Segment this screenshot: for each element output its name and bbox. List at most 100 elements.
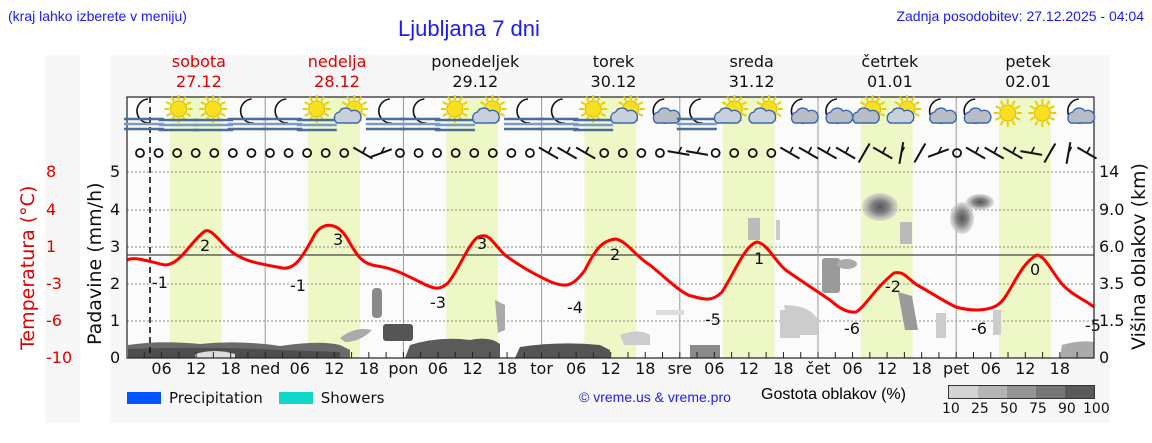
cloud-density-tick: 25 [971,401,989,417]
cloud-height-tick: 1.5 [1099,311,1125,330]
x-tick-label: pet [943,359,970,378]
x-tick-label: 18 [1049,359,1071,378]
x-axis-ticks [143,352,1078,358]
x-tick-label: 06 [427,359,449,378]
cloud-height-tick: 14 [1099,162,1120,181]
precipitation-tick: 3 [110,237,121,256]
day-date: 01.01 [866,72,913,91]
svg-text:2: 2 [610,245,620,264]
weather-icons-row [124,95,1096,132]
svg-text:-2: -2 [885,277,901,296]
moon-cloud-icon [928,98,957,124]
day-header: torek 30.12 [553,52,673,92]
day-header: ponedeljek 29.12 [415,52,535,92]
moon-fog-icon [504,98,545,131]
sun-cloud-icon [610,95,645,124]
temperature-line [126,223,1095,314]
day-date: 29.12 [452,72,499,91]
x-tick-label: 18 [773,359,794,378]
cloud-height-tick: 9.0 [1099,200,1125,219]
x-tick-label: 06 [151,359,172,378]
day-date: 30.12 [590,72,637,91]
wind-barb-icon [817,146,838,160]
calm-wind-icon [246,148,257,158]
wind-barb-icon [1065,141,1073,165]
day-name: petek [1005,52,1051,71]
day-name: sreda [729,52,774,71]
x-tick-label: 06 [565,359,587,378]
calm-wind-icon [209,148,220,158]
x-tick-label: 12 [1015,359,1036,378]
region-hint: (kraj lahko izberete v meniju) [8,8,187,24]
showers-swatch [278,392,313,404]
calm-wind-icon [227,148,238,158]
wind-barb-icon [1020,146,1043,156]
sun-icon [1028,99,1057,127]
temperature-tick: 8 [46,162,57,181]
cloud-density-tick: 10 [942,401,960,417]
cloud-sun-icon [852,95,887,124]
temperature-tick: 1 [46,237,57,256]
calm-wind-icon [265,148,275,158]
sun-fog-icon [158,95,199,132]
cloud-density-scale [948,385,1095,399]
sun-fog-icon [573,95,614,132]
x-tick-label: sre [667,359,692,378]
x-tick-label: 12 [462,359,483,378]
calm-wind-icon [339,148,350,158]
x-tick-label: 06 [980,359,1001,378]
wind-barb-icon [898,141,906,165]
moon-cloud-icon [963,98,992,124]
svg-text:-4: -4 [567,298,583,317]
day-name: četrtek [861,52,919,71]
svg-text:3: 3 [477,234,487,253]
sun-cloud-icon [713,95,749,124]
sun-icon [993,99,1022,127]
x-tick-label: 18 [358,359,380,378]
moon-cloud-icon [652,98,681,124]
cloud-height-tick: 0 [1099,348,1110,367]
temperature-tick: -6 [46,311,62,330]
moon-fog-icon [262,98,303,131]
svg-text:-5: -5 [705,310,721,329]
wind-barb-icon [1043,142,1057,164]
calm-wind-icon [952,148,962,158]
sun-cloud-icon [333,95,369,124]
daylight-bands [169,97,1051,358]
day-date: 28.12 [314,72,360,91]
credit-link[interactable]: © vreme.us & vreme.pro [579,389,731,405]
x-tick-label: čet [805,359,831,378]
x-tick-label: 18 [220,359,241,378]
day-name: nedelja [307,52,367,71]
x-tick-label: tor [530,359,553,378]
temperature-axis-panel [45,55,80,423]
calm-wind-icon [766,148,777,158]
calm-wind-icon [450,148,461,158]
wind-barb-icon [538,146,559,160]
svg-text:3: 3 [333,230,343,249]
precipitation-tick: 5 [110,162,121,181]
moon-fog-icon [227,98,268,131]
wind-barb-icon [927,146,950,158]
x-tick-label: 18 [635,359,656,378]
x-tick-label: 12 [324,359,345,378]
x-tick-label: pon [388,359,419,378]
cloud-density-tick: 75 [1029,401,1047,417]
precipitation-tick: 2 [110,274,121,293]
day-name: torek [592,52,635,71]
day-separators [264,97,957,358]
temperature-tick: 4 [46,200,57,219]
day-date: 27.12 [175,72,222,91]
day-date: 02.01 [1005,72,1051,91]
x-tick-label: 18 [496,359,518,378]
moon-cloud-icon [790,98,819,124]
day-header: četrtek 01.01 [830,52,950,92]
wind-barb-icon [686,146,709,156]
moon-cloud-icon [1067,98,1096,124]
calm-wind-icon [395,148,405,158]
wind-barb-icon [857,142,871,164]
calm-wind-icon [747,148,758,158]
calm-wind-icon [283,148,294,158]
day-header: sreda 31.12 [692,52,812,92]
wind-barb-icon [779,146,800,160]
